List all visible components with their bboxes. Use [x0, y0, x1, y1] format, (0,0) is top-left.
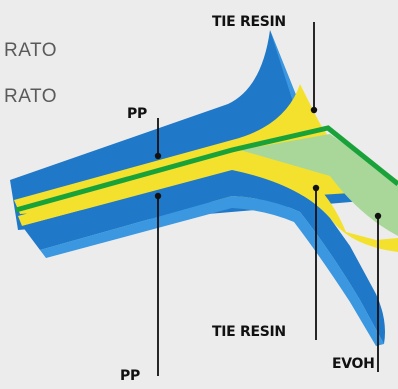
side-text-line-2: RATO: [4, 86, 58, 107]
side-text-line-1: RATO: [4, 40, 58, 61]
label-pp-bottom: PP: [120, 368, 140, 384]
pp-lower-sheet: [22, 170, 385, 344]
dot-pp-bottom: [154, 192, 162, 200]
dot-pp-top: [154, 152, 162, 160]
label-pp-top: PP: [127, 106, 147, 122]
dot-tie-resin-bottom: [312, 184, 320, 192]
evoh-line: [15, 125, 398, 213]
evoh-fill: [240, 134, 398, 236]
label-tie-resin-top: TIE RESIN: [212, 14, 286, 30]
label-tie-resin-bottom: TIE RESIN: [212, 324, 286, 340]
dot-tie-resin-top: [310, 106, 318, 114]
pp-bottom-edge: [40, 196, 384, 346]
label-evoh: EVOH: [332, 356, 375, 372]
tie-resin-lower-layer: [18, 158, 398, 252]
dot-evoh: [374, 212, 382, 220]
